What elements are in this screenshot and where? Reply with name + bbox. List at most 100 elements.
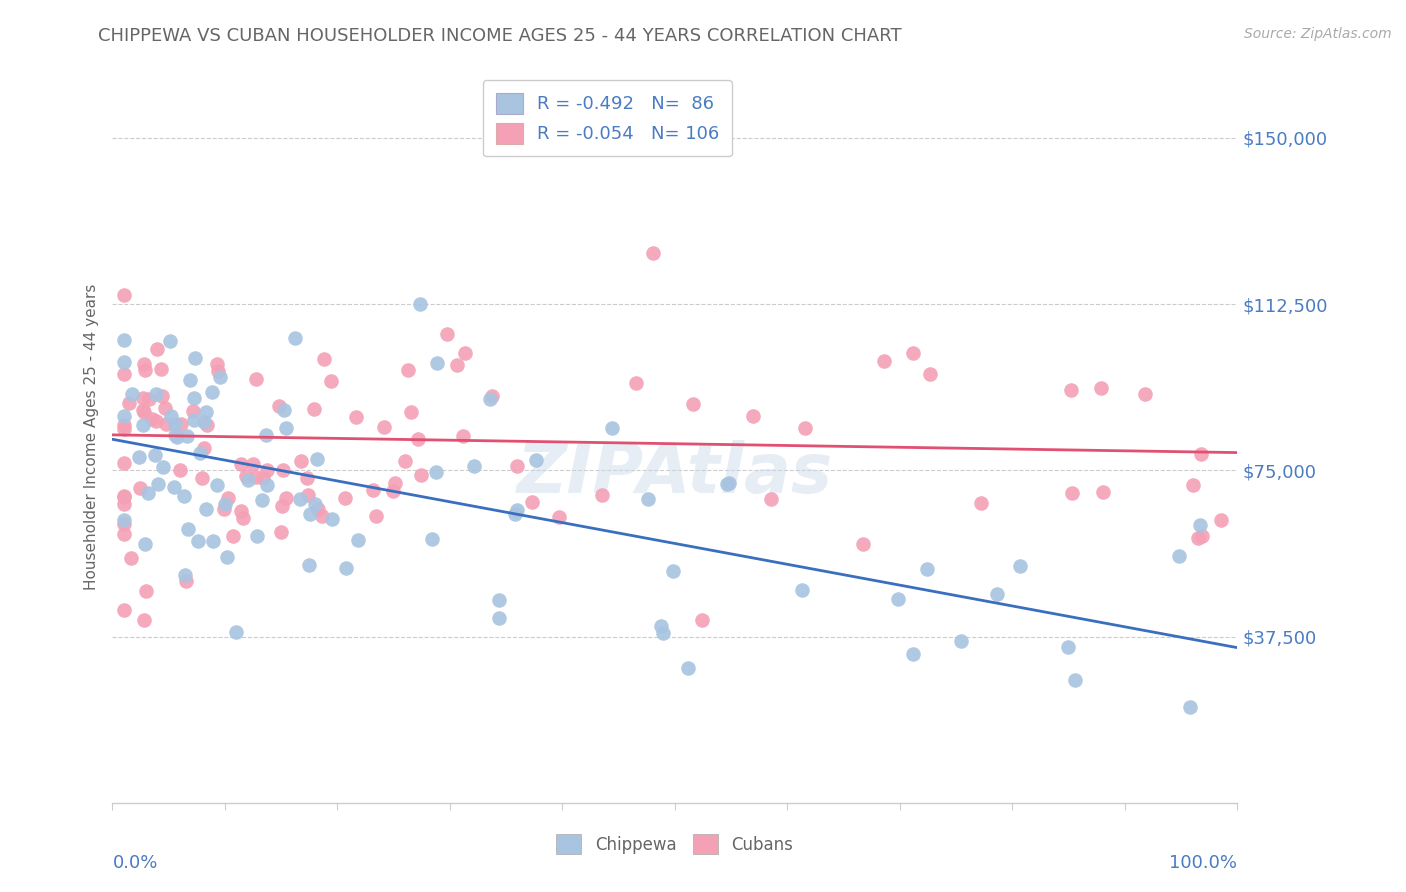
Point (624, 376, 647, 390)
Point (270, 499, 292, 513)
Point (163, 480, 186, 494)
Y-axis label: Householder Income Ages 25 - 44 years: Householder Income Ages 25 - 44 years (83, 284, 98, 591)
Point (183, 413, 205, 427)
Point (915, 562, 938, 576)
Point (321, 512, 343, 526)
Point (290, 454, 312, 468)
Point (1188, 518, 1211, 533)
Point (149, 362, 172, 376)
Point (1182, 478, 1205, 492)
Point (155, 417, 177, 432)
Point (232, 511, 254, 525)
Point (254, 428, 277, 442)
Point (297, 488, 319, 502)
Point (295, 471, 318, 485)
Legend: Chippewa, Cubans: Chippewa, Cubans (550, 828, 800, 860)
Point (145, 386, 167, 401)
Point (950, 634, 973, 648)
Point (201, 534, 224, 549)
Point (304, 402, 326, 417)
Point (425, 466, 447, 480)
Point (165, 417, 187, 431)
Point (1178, 699, 1201, 714)
Point (143, 449, 166, 463)
Point (1191, 447, 1213, 461)
Point (887, 592, 910, 607)
Point (396, 363, 419, 377)
Point (170, 417, 193, 431)
Point (136, 486, 159, 500)
Text: 100.0%: 100.0% (1170, 854, 1237, 872)
Point (1008, 559, 1031, 574)
Point (141, 412, 163, 426)
Point (436, 326, 458, 341)
Point (446, 359, 468, 373)
Point (505, 507, 527, 521)
Point (238, 473, 260, 487)
Text: Source: ZipAtlas.com: Source: ZipAtlas.com (1244, 27, 1392, 41)
Point (347, 533, 370, 547)
Point (690, 613, 713, 627)
Point (195, 405, 218, 419)
Point (384, 475, 406, 490)
Point (201, 385, 224, 400)
Point (112, 288, 135, 302)
Point (409, 297, 432, 311)
Point (132, 391, 155, 405)
Point (191, 471, 214, 485)
Point (245, 372, 267, 386)
Point (208, 370, 231, 384)
Point (1060, 384, 1083, 398)
Point (135, 583, 157, 598)
Point (159, 334, 181, 349)
Point (121, 386, 143, 401)
Point (524, 452, 547, 467)
Point (794, 420, 817, 434)
Point (250, 492, 273, 507)
Point (112, 513, 135, 527)
Point (148, 476, 170, 491)
Point (662, 564, 685, 578)
Point (112, 526, 135, 541)
Point (112, 489, 135, 503)
Point (718, 476, 741, 491)
Point (790, 582, 813, 597)
Point (399, 404, 422, 418)
Point (481, 389, 503, 403)
Point (166, 430, 188, 444)
Point (217, 491, 239, 505)
Point (304, 497, 326, 511)
Point (112, 497, 135, 511)
Point (120, 551, 142, 566)
Point (112, 490, 135, 504)
Point (506, 503, 529, 517)
Point (246, 528, 269, 542)
Point (118, 395, 141, 409)
Point (986, 586, 1008, 600)
Text: ZIPAtlas: ZIPAtlas (517, 440, 832, 508)
Point (488, 611, 510, 625)
Point (307, 501, 329, 516)
Point (112, 421, 135, 435)
Point (346, 409, 368, 424)
Point (1064, 673, 1087, 687)
Point (761, 492, 783, 507)
Point (321, 374, 343, 388)
Point (312, 351, 335, 366)
Point (152, 460, 174, 475)
Point (138, 392, 160, 407)
Point (134, 357, 156, 371)
Point (128, 450, 150, 464)
Point (1057, 640, 1080, 655)
Point (382, 484, 405, 499)
Point (112, 517, 135, 532)
Point (173, 489, 195, 503)
Point (600, 420, 623, 434)
Point (176, 429, 198, 443)
Point (366, 508, 388, 523)
Point (112, 333, 135, 347)
Point (641, 246, 664, 260)
Point (873, 354, 896, 368)
Point (373, 419, 395, 434)
Point (176, 522, 198, 536)
